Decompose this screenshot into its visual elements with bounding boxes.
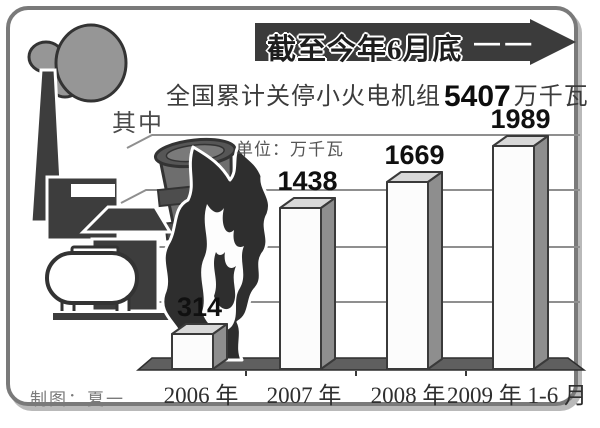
unit-note: 单位：万千瓦 [236, 140, 344, 159]
value-label-2007: 1438 [277, 166, 338, 196]
credit-label: 制图：夏一 [30, 390, 125, 409]
headline: 全国累计关停小火电机组 5407 万千瓦 [166, 76, 589, 114]
fire-icon [161, 144, 271, 362]
value-label-2008: 1669 [384, 140, 445, 170]
arrow-right-icon [255, 19, 576, 65]
headline-unit: 万千瓦 [513, 84, 589, 110]
value-label-2006: 314 [176, 292, 223, 322]
value-label-2009: 1989 [490, 104, 551, 134]
gridline-2000 [126, 134, 580, 149]
category-label-2008: 2008 年 [370, 383, 446, 408]
banner-dashes: — — [474, 27, 531, 57]
fuel-tank-icon [45, 245, 171, 322]
category-label-2007: 2007 年 [266, 383, 342, 408]
banner-title: 截至今年6月底 [267, 34, 463, 66]
headline-total-value: 5407 [444, 80, 511, 113]
axis-ticks [245, 371, 467, 376]
category-label-2006: 2006 年 [163, 383, 239, 408]
smoke-icon [27, 23, 128, 103]
category-label-2009: 2009 年 1-6 月 [447, 383, 587, 408]
among-label: 其中 [112, 111, 164, 137]
headline-prefix: 全国累计关停小火电机组 [166, 84, 441, 110]
